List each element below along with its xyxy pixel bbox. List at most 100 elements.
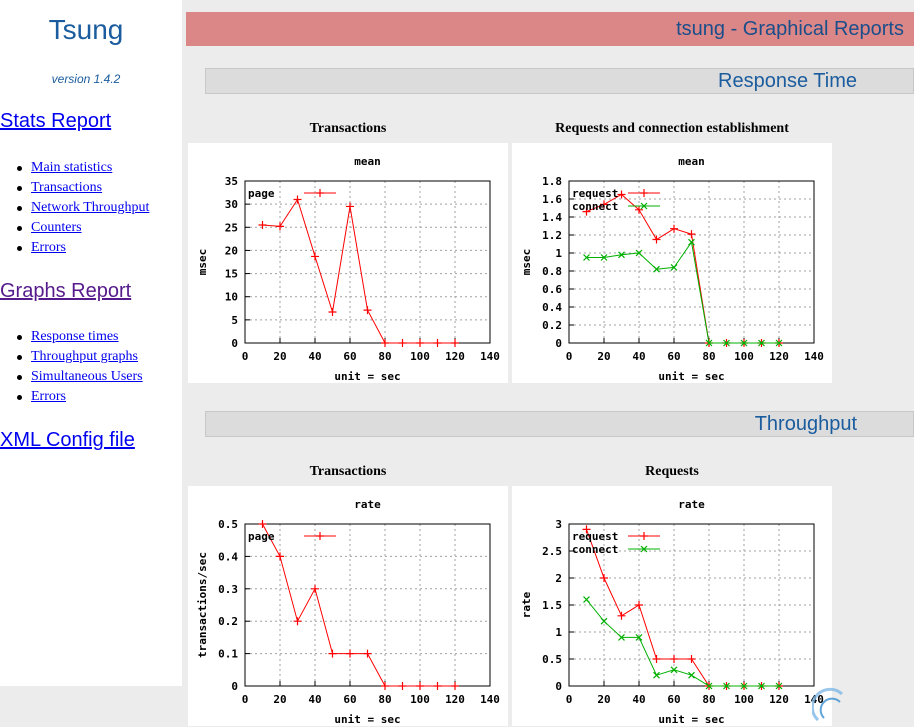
- x-tick-label: 120: [445, 350, 465, 363]
- bullet-icon: [17, 186, 22, 191]
- network-throughput-link[interactable]: Network Throughput: [31, 200, 150, 215]
- y-tick-label: 1: [555, 247, 562, 260]
- data-point: [670, 263, 678, 271]
- data-point: [640, 532, 648, 540]
- y-tick-label: 1.4: [542, 211, 562, 224]
- x-tick-label: 0: [242, 350, 249, 363]
- data-point: [723, 682, 730, 690]
- chart-title: mean: [354, 155, 381, 168]
- data-point: [328, 649, 337, 658]
- data-point: [635, 249, 643, 257]
- data-point: [705, 682, 713, 690]
- throughput-graphs-link[interactable]: Throughput graphs: [31, 349, 138, 364]
- x-tick-label: 100: [734, 693, 754, 706]
- chart-svg: mean 0 20 40 60 80 100 120 140 0 0.2 0.4 0.6 0.8 1 1.2 1…: [520, 155, 824, 383]
- legend-label: request: [572, 530, 618, 543]
- x-tick-label: 140: [480, 693, 500, 706]
- counters-link[interactable]: Counters: [31, 220, 82, 235]
- x-tick-label: 60: [667, 350, 680, 363]
- data-point: [618, 251, 625, 259]
- simultaneous-users-link[interactable]: Simultaneous Users: [31, 369, 143, 384]
- section-title: Throughput: [754, 413, 857, 435]
- x-tick-label: 60: [343, 693, 356, 706]
- data-point: [635, 601, 643, 609]
- data-point: [640, 202, 648, 210]
- plot-border: [244, 523, 491, 687]
- data-point: [652, 655, 661, 663]
- chart-transactions-mean: mean 0 20 40 60 80 100 120 140 0 5 10 15 20 25 30 35 unit…: [188, 143, 508, 383]
- x-tick-label: 40: [308, 693, 321, 706]
- data-point: [670, 655, 678, 663]
- data-point: [640, 189, 648, 197]
- page-title: tsung - Graphical Reports: [676, 18, 904, 40]
- x-tick-label: 40: [632, 693, 645, 706]
- y-tick-label: 3: [555, 518, 562, 531]
- response-times-link[interactable]: Response times: [31, 329, 119, 344]
- y-axis-label: rate: [520, 591, 533, 618]
- y-tick-label: 25: [225, 221, 238, 234]
- y-tick-label: 0.8: [542, 265, 562, 278]
- data-point: [618, 633, 625, 641]
- version-label: version 1.4.2: [51, 72, 121, 86]
- x-tick-label: 120: [769, 693, 789, 706]
- bullet-icon: [17, 166, 22, 171]
- y-axis-label: msec: [196, 249, 209, 276]
- graphs-report-link[interactable]: Graphs Report: [0, 280, 132, 302]
- y-axis-label: msec: [520, 249, 533, 276]
- data-point: [640, 545, 648, 553]
- chart-requests-mean: mean 0 20 40 60 80 100 120 140 0 0.2 0.4 0.6 0.8 1 1.2 1…: [512, 143, 832, 383]
- bullet-icon: [17, 395, 22, 400]
- transactions-link[interactable]: Transactions: [31, 180, 103, 195]
- data-point: [617, 190, 626, 199]
- main-statistics-link[interactable]: Main statistics: [31, 160, 113, 175]
- app-logo: Tsung: [48, 14, 124, 45]
- bullet-icon: [17, 226, 22, 231]
- watermark-logo-icon: [812, 687, 844, 722]
- legend-label: connect: [572, 543, 618, 556]
- x-tick-label: 40: [308, 350, 321, 363]
- chart-caption: Requests: [645, 464, 699, 479]
- data-point: [617, 611, 626, 620]
- series-line: [586, 599, 779, 687]
- x-axis-label: unit = sec: [658, 370, 724, 383]
- data-point: [398, 339, 407, 347]
- y-tick-label: 0: [231, 680, 238, 693]
- graph-errors-link[interactable]: Errors: [31, 389, 66, 404]
- data-point: [600, 200, 608, 209]
- y-tick-label: 1.5: [542, 599, 562, 612]
- stats-report-link[interactable]: Stats Report: [0, 110, 112, 132]
- y-tick-label: 0.4: [218, 550, 238, 563]
- x-tick-label: 80: [378, 350, 391, 363]
- data-point: [416, 339, 424, 347]
- y-tick-label: 0.5: [542, 653, 562, 666]
- errors-link[interactable]: Errors: [31, 240, 66, 255]
- x-tick-label: 100: [410, 350, 430, 363]
- y-tick-label: 10: [225, 291, 238, 304]
- chart-caption: Transactions: [309, 121, 387, 136]
- data-point: [775, 339, 783, 347]
- bullet-icon: [17, 206, 22, 211]
- bullet-icon: [17, 335, 22, 340]
- chart-title: mean: [678, 155, 705, 168]
- data-point: [398, 682, 407, 690]
- y-tick-label: 1: [555, 626, 562, 639]
- chart-title: rate: [354, 498, 381, 511]
- y-tick-label: 5: [231, 314, 238, 327]
- bullet-icon: [17, 375, 22, 380]
- data-point: [276, 222, 284, 231]
- data-point: [316, 532, 324, 540]
- y-tick-label: 0.1: [218, 648, 238, 661]
- data-point: [582, 207, 591, 216]
- data-point: [653, 265, 660, 273]
- y-tick-label: 1.6: [542, 193, 562, 206]
- legend-label: connect: [572, 200, 618, 213]
- data-point: [433, 339, 442, 347]
- data-point: [346, 202, 354, 211]
- x-tick-label: 100: [734, 350, 754, 363]
- xml-config-link[interactable]: XML Config file: [0, 429, 135, 451]
- x-tick-label: 0: [566, 350, 573, 363]
- section-header-response-time: Response Time: [205, 68, 914, 94]
- data-point: [258, 520, 267, 528]
- x-tick-label: 80: [702, 693, 715, 706]
- legend-label: request: [572, 187, 618, 200]
